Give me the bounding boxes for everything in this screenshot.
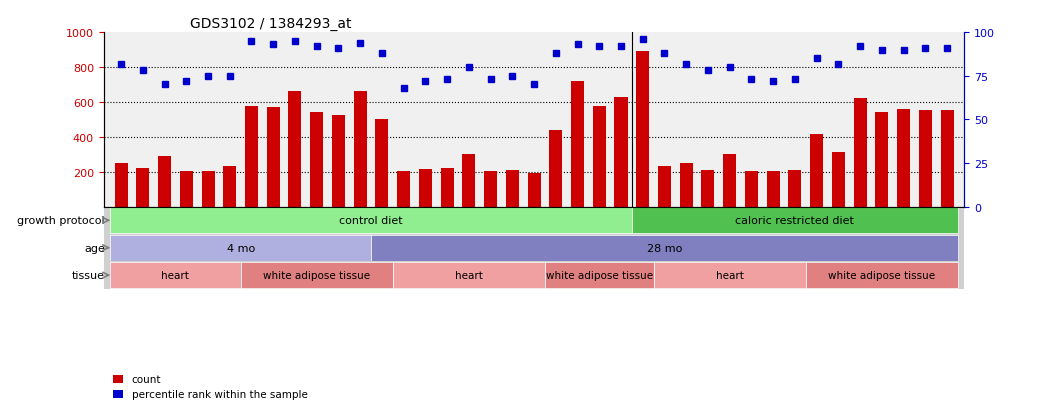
Bar: [441, 169, 453, 207]
Bar: [419, 170, 431, 207]
Bar: [245, 107, 258, 207]
Bar: [110, 262, 241, 289]
Bar: [463, 155, 475, 207]
Text: white adipose tissue: white adipose tissue: [829, 271, 935, 280]
Bar: [544, 262, 653, 289]
Bar: [550, 131, 562, 207]
Text: 4 mo: 4 mo: [226, 243, 255, 253]
Bar: [371, 235, 958, 261]
Bar: [723, 155, 736, 207]
Bar: [332, 116, 345, 207]
Bar: [810, 135, 823, 207]
Bar: [375, 120, 389, 207]
Bar: [806, 262, 958, 289]
Bar: [653, 262, 806, 289]
Text: white adipose tissue: white adipose tissue: [263, 271, 370, 280]
Text: 28 mo: 28 mo: [647, 243, 682, 253]
Bar: [632, 208, 958, 234]
Bar: [875, 113, 889, 207]
Text: white adipose tissue: white adipose tissue: [545, 271, 653, 280]
Bar: [397, 171, 411, 207]
Bar: [241, 262, 393, 289]
Text: caloric restricted diet: caloric restricted diet: [735, 216, 854, 226]
Bar: [593, 107, 606, 207]
Text: control diet: control diet: [339, 216, 402, 226]
Bar: [506, 171, 518, 207]
Bar: [832, 152, 845, 207]
Bar: [637, 52, 649, 207]
Bar: [679, 164, 693, 207]
Bar: [158, 157, 171, 207]
Bar: [571, 82, 584, 207]
Text: GDS3102 / 1384293_at: GDS3102 / 1384293_at: [190, 17, 352, 31]
Bar: [354, 91, 367, 207]
Bar: [136, 169, 149, 207]
Bar: [897, 109, 910, 207]
Bar: [110, 208, 632, 234]
Bar: [853, 98, 867, 207]
Text: heart: heart: [455, 271, 483, 280]
Bar: [288, 92, 302, 207]
Bar: [310, 113, 324, 207]
Bar: [223, 167, 236, 207]
Bar: [745, 171, 758, 207]
Text: age: age: [84, 243, 105, 253]
Bar: [919, 111, 932, 207]
Bar: [657, 167, 671, 207]
Text: growth protocol: growth protocol: [18, 216, 105, 226]
Bar: [393, 262, 544, 289]
Text: heart: heart: [716, 271, 744, 280]
Bar: [114, 164, 128, 207]
Bar: [701, 171, 714, 207]
Bar: [528, 173, 540, 207]
Legend: count, percentile rank within the sample: count, percentile rank within the sample: [109, 370, 312, 404]
Bar: [267, 108, 280, 207]
Bar: [201, 171, 215, 207]
Bar: [484, 171, 497, 207]
Bar: [788, 171, 802, 207]
Text: tissue: tissue: [72, 271, 105, 280]
Bar: [110, 235, 371, 261]
Bar: [179, 171, 193, 207]
Text: heart: heart: [162, 271, 190, 280]
Bar: [941, 111, 954, 207]
Bar: [766, 171, 780, 207]
Bar: [615, 97, 627, 207]
